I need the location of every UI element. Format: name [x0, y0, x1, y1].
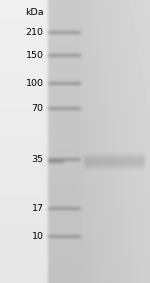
Text: 150: 150 [26, 51, 44, 60]
Text: 210: 210 [26, 28, 44, 37]
Text: kDa: kDa [25, 8, 44, 17]
Text: 35: 35 [31, 155, 44, 164]
Text: 17: 17 [32, 203, 44, 213]
Text: 10: 10 [32, 232, 44, 241]
Text: 70: 70 [32, 104, 44, 113]
Text: 100: 100 [26, 79, 44, 88]
